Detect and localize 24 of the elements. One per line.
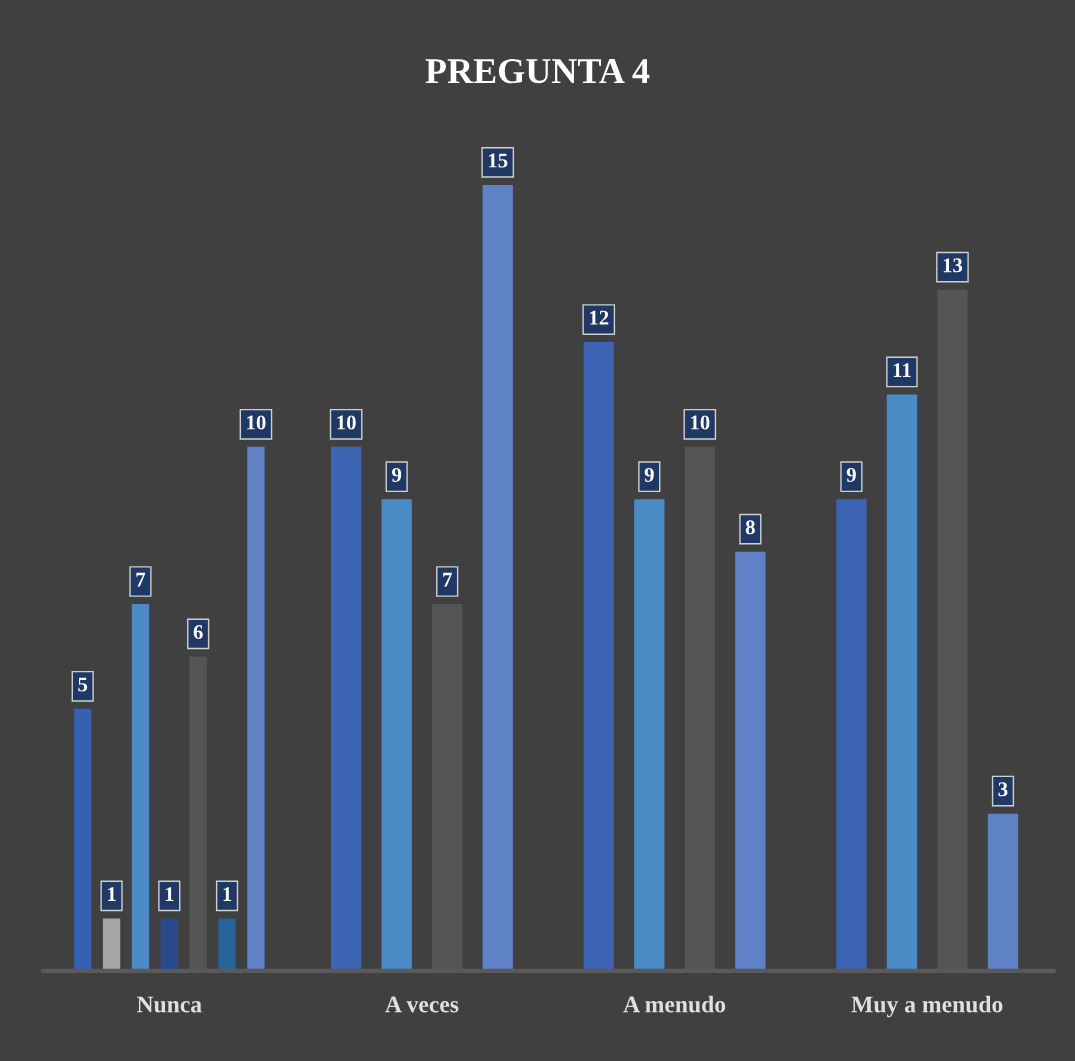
- x-tick-label: A veces: [385, 996, 459, 1013]
- data-label: 9: [644, 467, 654, 482]
- data-label: 13: [943, 258, 963, 273]
- data-label: 7: [443, 572, 452, 587]
- data-label: 5: [78, 677, 88, 692]
- data-label: 1: [165, 887, 174, 901]
- x-tick-label: Muy a menudo: [851, 995, 1003, 1018]
- data-label: 10: [691, 415, 710, 430]
- data-label: 9: [846, 467, 856, 482]
- data-label: 6: [193, 625, 203, 640]
- data-label: 9: [392, 467, 402, 482]
- data-label: 1: [108, 887, 116, 901]
- chart-title: PREGUNTA 4: [425, 59, 650, 84]
- data-label: 7: [136, 572, 146, 587]
- x-tick-label: A menudo: [623, 995, 726, 1013]
- data-label: 10: [337, 415, 356, 430]
- data-label: 10: [247, 415, 266, 430]
- data-label: 3: [998, 782, 1008, 797]
- data-label: 8: [745, 520, 755, 535]
- data-label: 15: [488, 153, 508, 168]
- data-label: 12: [590, 310, 609, 325]
- x-tick-label: Nunca: [136, 996, 202, 1013]
- data-label: 11: [893, 363, 911, 377]
- data-label: 1: [223, 887, 232, 901]
